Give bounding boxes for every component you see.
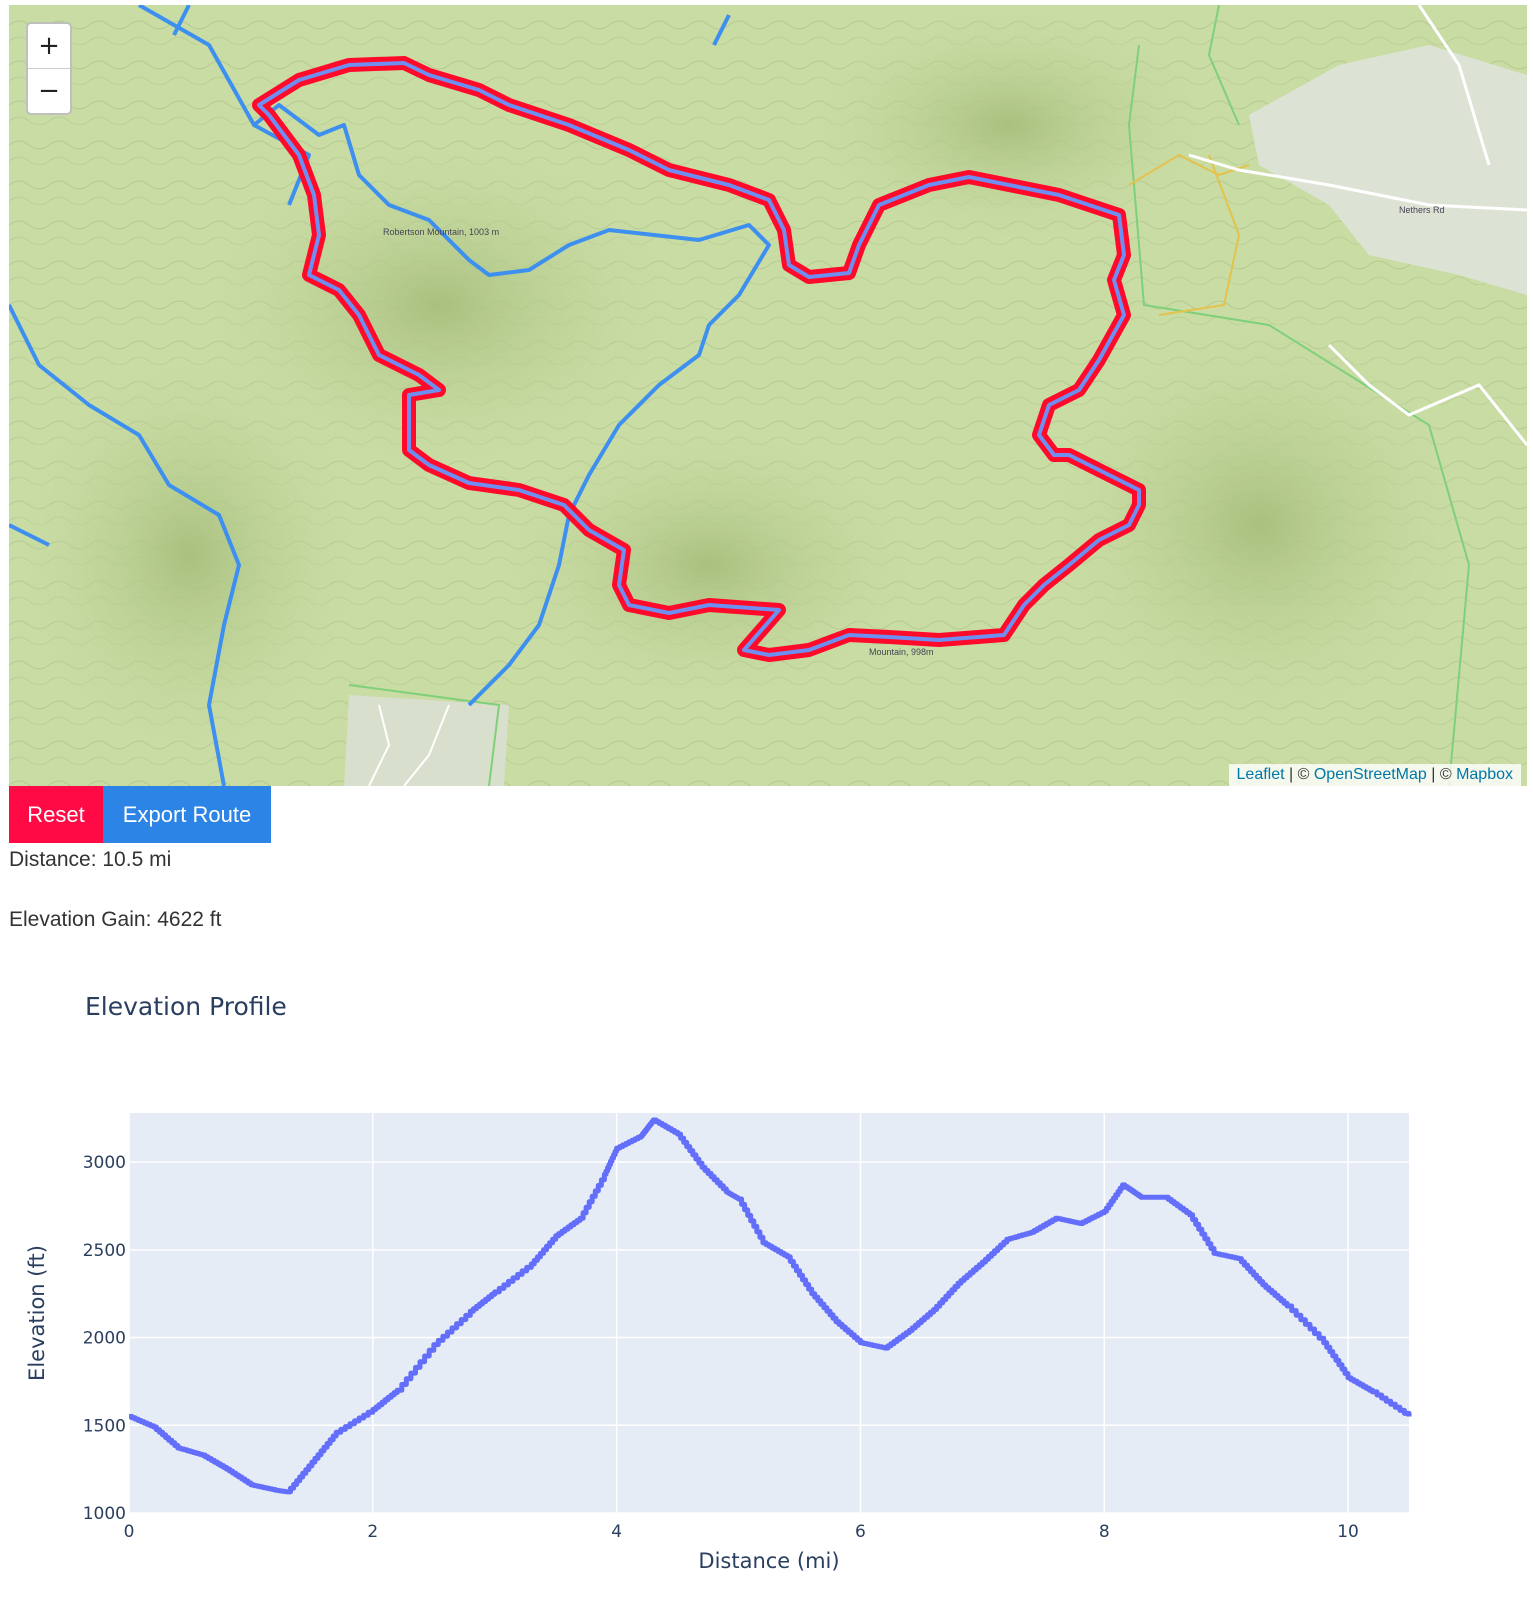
distance-readout: Distance: 10.5 mi [9,848,172,871]
zoom-in-button[interactable]: + [38,31,60,61]
reset-button[interactable]: Reset [9,786,103,843]
attribution-separator: | © [1426,766,1457,783]
attribution-separator: | © [1284,766,1314,783]
map-peak-label: Mountain, 998m [869,647,934,657]
elevation-gain-readout: Elevation Gain: 4622 ft [9,908,222,931]
openstreetmap-link[interactable]: OpenStreetMap [1313,766,1427,783]
elevation-profile-chart[interactable]: 0 2 4 6 8 10 1000 1500 2000 2500 3000 Elevation Pro… [0,990,1533,1600]
x-tick-label: 4 [611,1522,622,1542]
map-attribution: Leaflet | © OpenStreetMap | © Mapbox [1228,764,1521,786]
map[interactable]: Robertson Mountain, 1003 m Mountain, 998… [9,5,1527,786]
y-axis-label: Elevation (ft) [25,1245,49,1381]
map-tiles: Robertson Mountain, 1003 m Mountain, 998… [9,5,1527,786]
export-route-button[interactable]: Export Route [103,786,271,843]
y-tick-label: 1500 [83,1416,126,1436]
x-tick-label: 6 [855,1522,866,1542]
y-tick-label: 2000 [83,1329,126,1349]
y-tick-label: 2500 [83,1241,126,1261]
x-tick-label: 2 [367,1522,378,1542]
x-tick-label: 0 [124,1522,135,1542]
y-tick-label: 3000 [83,1153,126,1173]
zoom-control: + − [26,22,72,115]
mapbox-link[interactable]: Mapbox [1456,766,1513,783]
y-tick-label: 1000 [83,1504,126,1524]
leaflet-link[interactable]: Leaflet [1236,766,1285,783]
map-road-label: Nethers Rd [1399,205,1445,215]
plot-area [129,1113,1409,1513]
x-axis-label: Distance (mi) [698,1549,839,1573]
elevation-line [129,1117,1412,1495]
map-peak-label: Robertson Mountain, 1003 m [383,227,499,237]
chart-title: Elevation Profile [85,992,287,1021]
x-tick-label: 8 [1099,1522,1110,1542]
zoom-out-button[interactable]: − [28,68,70,113]
x-tick-label: 10 [1337,1522,1359,1542]
